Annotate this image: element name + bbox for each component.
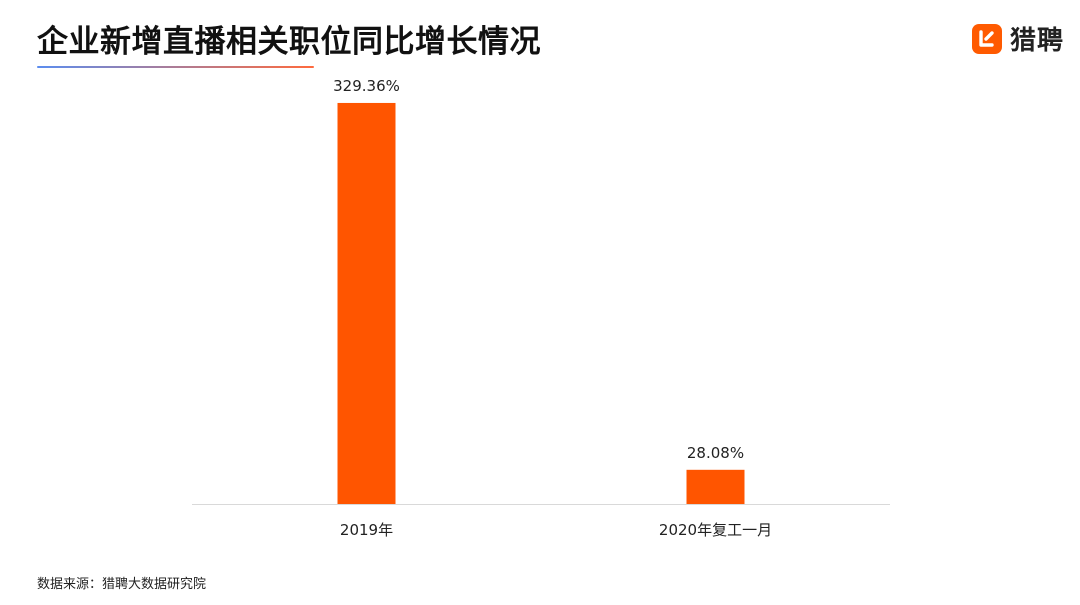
bar-1 [686, 469, 745, 504]
liepin-logo-icon [971, 23, 1002, 54]
brand-logo: 猎聘 [971, 20, 1064, 57]
value-label-0: 329.36% [333, 77, 400, 95]
bar-0 [337, 102, 396, 505]
x-tick-label-1: 2020年复工一月 [659, 521, 772, 539]
value-label-1: 28.08% [687, 444, 744, 462]
chart-title: 企业新增直播相关职位同比增长情况 [37, 24, 541, 60]
brand-name: 猎聘 [1009, 26, 1064, 56]
data-source: 数据来源：猎聘大数据研究院 [37, 577, 207, 592]
title-underline [37, 66, 314, 68]
x-tick-label-0: 2019年 [340, 521, 393, 539]
